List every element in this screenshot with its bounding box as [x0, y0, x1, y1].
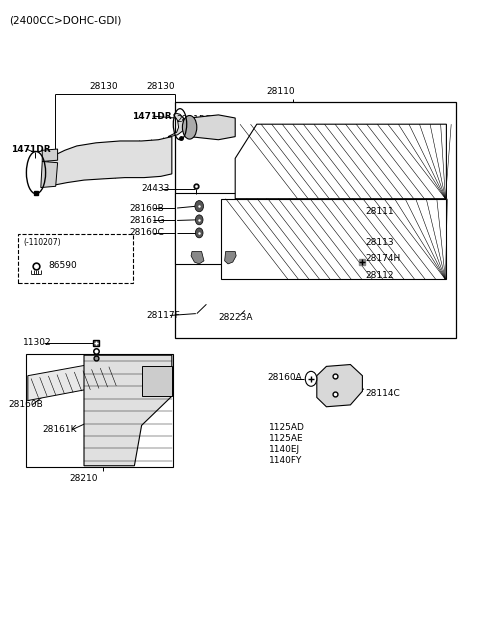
Circle shape — [195, 201, 204, 212]
Text: 28110: 28110 — [266, 88, 295, 96]
Text: 28174H: 28174H — [366, 255, 401, 263]
Polygon shape — [48, 137, 172, 186]
Text: 28130: 28130 — [146, 83, 175, 91]
Text: 11302: 11302 — [23, 338, 52, 347]
Text: 28115G: 28115G — [177, 115, 212, 124]
Text: 28130: 28130 — [89, 83, 118, 91]
Text: 1125AE: 1125AE — [269, 434, 303, 443]
Ellipse shape — [182, 116, 197, 139]
Bar — [26, 354, 173, 467]
Polygon shape — [42, 149, 58, 161]
Text: (-110207): (-110207) — [23, 238, 60, 247]
Text: 24433: 24433 — [142, 184, 170, 193]
Polygon shape — [235, 124, 446, 199]
Text: 1140FY: 1140FY — [269, 456, 302, 465]
Polygon shape — [190, 115, 235, 140]
Text: 28161G: 28161G — [130, 216, 165, 225]
Polygon shape — [168, 113, 185, 137]
Text: 28160C: 28160C — [130, 229, 165, 237]
Polygon shape — [225, 252, 236, 264]
Polygon shape — [191, 252, 204, 264]
Bar — [18, 234, 133, 283]
Text: 28112: 28112 — [366, 271, 394, 279]
Bar — [175, 193, 266, 264]
Polygon shape — [84, 355, 172, 466]
Polygon shape — [221, 199, 446, 279]
Text: 1125AD: 1125AD — [269, 423, 305, 432]
Polygon shape — [28, 363, 115, 401]
Text: 28160B: 28160B — [9, 401, 43, 409]
Text: 28161K: 28161K — [42, 425, 77, 434]
Polygon shape — [317, 365, 362, 407]
Text: 28114C: 28114C — [366, 389, 400, 398]
Circle shape — [195, 215, 203, 225]
Bar — [175, 102, 456, 338]
Circle shape — [305, 371, 317, 386]
Text: 1140EJ: 1140EJ — [269, 445, 300, 454]
Text: 28113: 28113 — [366, 238, 395, 247]
Text: 1471DR: 1471DR — [11, 145, 50, 153]
Text: 28160B: 28160B — [130, 204, 164, 212]
Polygon shape — [142, 366, 172, 396]
Circle shape — [195, 228, 203, 238]
Polygon shape — [41, 161, 58, 188]
Text: 86590: 86590 — [48, 261, 77, 270]
Text: 28160A: 28160A — [268, 373, 302, 382]
Text: 28210: 28210 — [70, 474, 98, 483]
Text: 28223A: 28223A — [218, 314, 253, 322]
Text: 28111: 28111 — [366, 207, 395, 215]
Text: 28117F: 28117F — [146, 311, 180, 320]
Text: 1471DR: 1471DR — [132, 112, 172, 120]
Text: (2400CC>DOHC-GDI): (2400CC>DOHC-GDI) — [9, 16, 121, 25]
